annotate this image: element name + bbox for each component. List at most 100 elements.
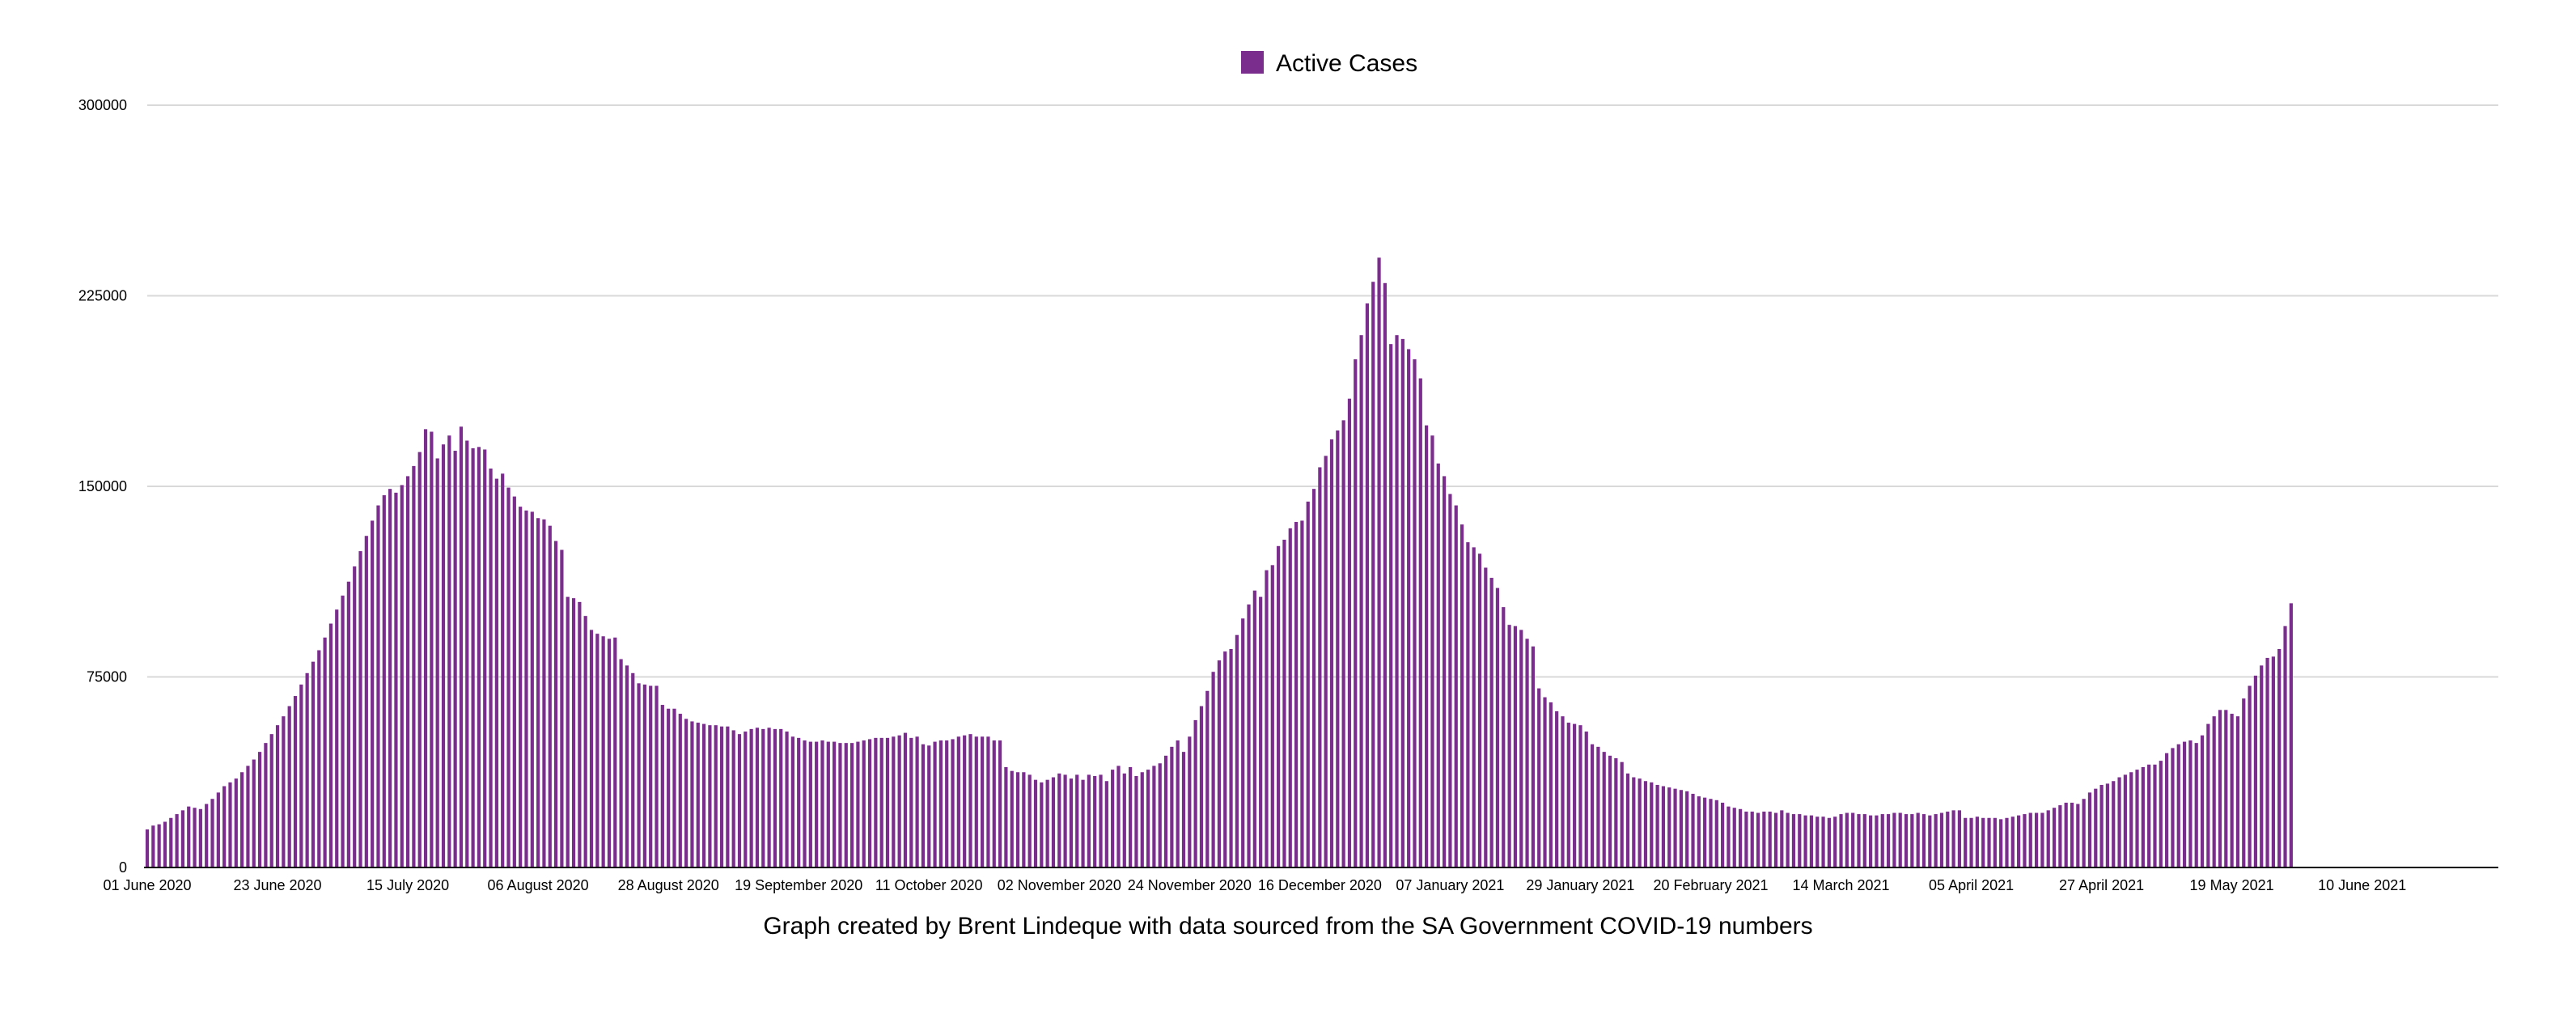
bar (382, 494, 386, 867)
bar (317, 650, 321, 867)
bar (1181, 752, 1186, 867)
bar (642, 684, 646, 867)
bar (2123, 774, 2127, 867)
bar (968, 734, 972, 867)
bar (1573, 723, 1577, 867)
bar (2188, 740, 2193, 867)
bar (690, 721, 694, 867)
bar (1815, 817, 1820, 867)
bar (714, 725, 718, 867)
bar (1205, 690, 1210, 867)
bar (1851, 812, 1855, 867)
bar (1839, 814, 1843, 867)
bar (1300, 520, 1304, 867)
x-tick-label: 07 January 2021 (1396, 877, 1504, 893)
bar (1193, 719, 1197, 867)
bar (2206, 723, 2210, 867)
bar (423, 429, 428, 867)
bar (1163, 755, 1168, 867)
bar (945, 740, 949, 867)
bar (2242, 698, 2246, 867)
bar (2253, 675, 2258, 867)
bar (1306, 501, 1310, 867)
bar (951, 739, 955, 867)
bar (1033, 779, 1038, 867)
bar (761, 728, 765, 867)
bar (1436, 463, 1440, 867)
bar (447, 435, 451, 867)
bar (1543, 697, 1547, 867)
bar (820, 740, 824, 867)
bar (252, 759, 256, 867)
x-tick-label: 16 December 2020 (1258, 877, 1382, 893)
bar (282, 716, 286, 867)
bar (240, 772, 244, 867)
bar (2182, 741, 2187, 867)
bars (145, 257, 2293, 868)
bar (1762, 811, 1766, 867)
bar (489, 469, 493, 867)
x-tick-label: 10 June 2021 (2318, 877, 2406, 893)
bar (613, 637, 617, 867)
bar (1768, 811, 1772, 867)
bar (1507, 625, 1511, 867)
bar (655, 685, 659, 867)
bar (595, 634, 600, 867)
bar (1791, 814, 1796, 867)
bar (157, 824, 161, 867)
bar (2040, 812, 2044, 867)
bar (1987, 817, 1991, 867)
bar (885, 737, 890, 867)
bar (1892, 812, 1896, 867)
bar (1318, 467, 1322, 867)
bar (2153, 764, 2157, 867)
bar (293, 696, 298, 867)
bar (1525, 638, 1529, 867)
bar (1045, 779, 1049, 867)
bar (376, 505, 380, 867)
x-tick-label: 24 November 2020 (1128, 877, 1252, 893)
bar (1821, 817, 1825, 867)
bar (506, 487, 511, 867)
bar (1886, 814, 1891, 867)
bar (1957, 810, 1962, 867)
bar (678, 714, 682, 867)
bar (2058, 805, 2062, 867)
bar (1590, 744, 1595, 867)
x-tick-label: 27 April 2021 (2059, 877, 2144, 893)
bar (1418, 378, 1422, 867)
bar (2271, 656, 2275, 867)
bar (1324, 456, 1328, 867)
bar (417, 452, 422, 867)
bar (1311, 489, 1316, 867)
bar (2082, 799, 2086, 867)
bar (1608, 755, 1612, 867)
bar (471, 447, 475, 867)
bar (1027, 774, 1032, 867)
bar (1425, 425, 1429, 867)
bar (1809, 815, 1814, 867)
bar (1661, 786, 1666, 867)
bar (844, 743, 848, 867)
bar (1555, 710, 1559, 867)
bar (1714, 800, 1718, 867)
bar (1371, 282, 1375, 868)
bar (1170, 746, 1174, 867)
bar (2023, 814, 2027, 867)
bar (430, 431, 434, 867)
bar (1999, 819, 2003, 867)
bar (1383, 282, 1387, 867)
bar (1211, 672, 1215, 867)
bar (803, 740, 807, 867)
bar (2034, 812, 2039, 867)
bar (1277, 545, 1281, 867)
bar (2224, 710, 2228, 867)
bar (1146, 770, 1150, 867)
bar (257, 752, 262, 867)
bar (2117, 777, 2121, 867)
bar (909, 737, 913, 867)
bar (400, 485, 404, 867)
bar (1744, 811, 1748, 867)
bar (1655, 784, 1659, 867)
x-tick-label: 15 July 2020 (366, 877, 449, 893)
